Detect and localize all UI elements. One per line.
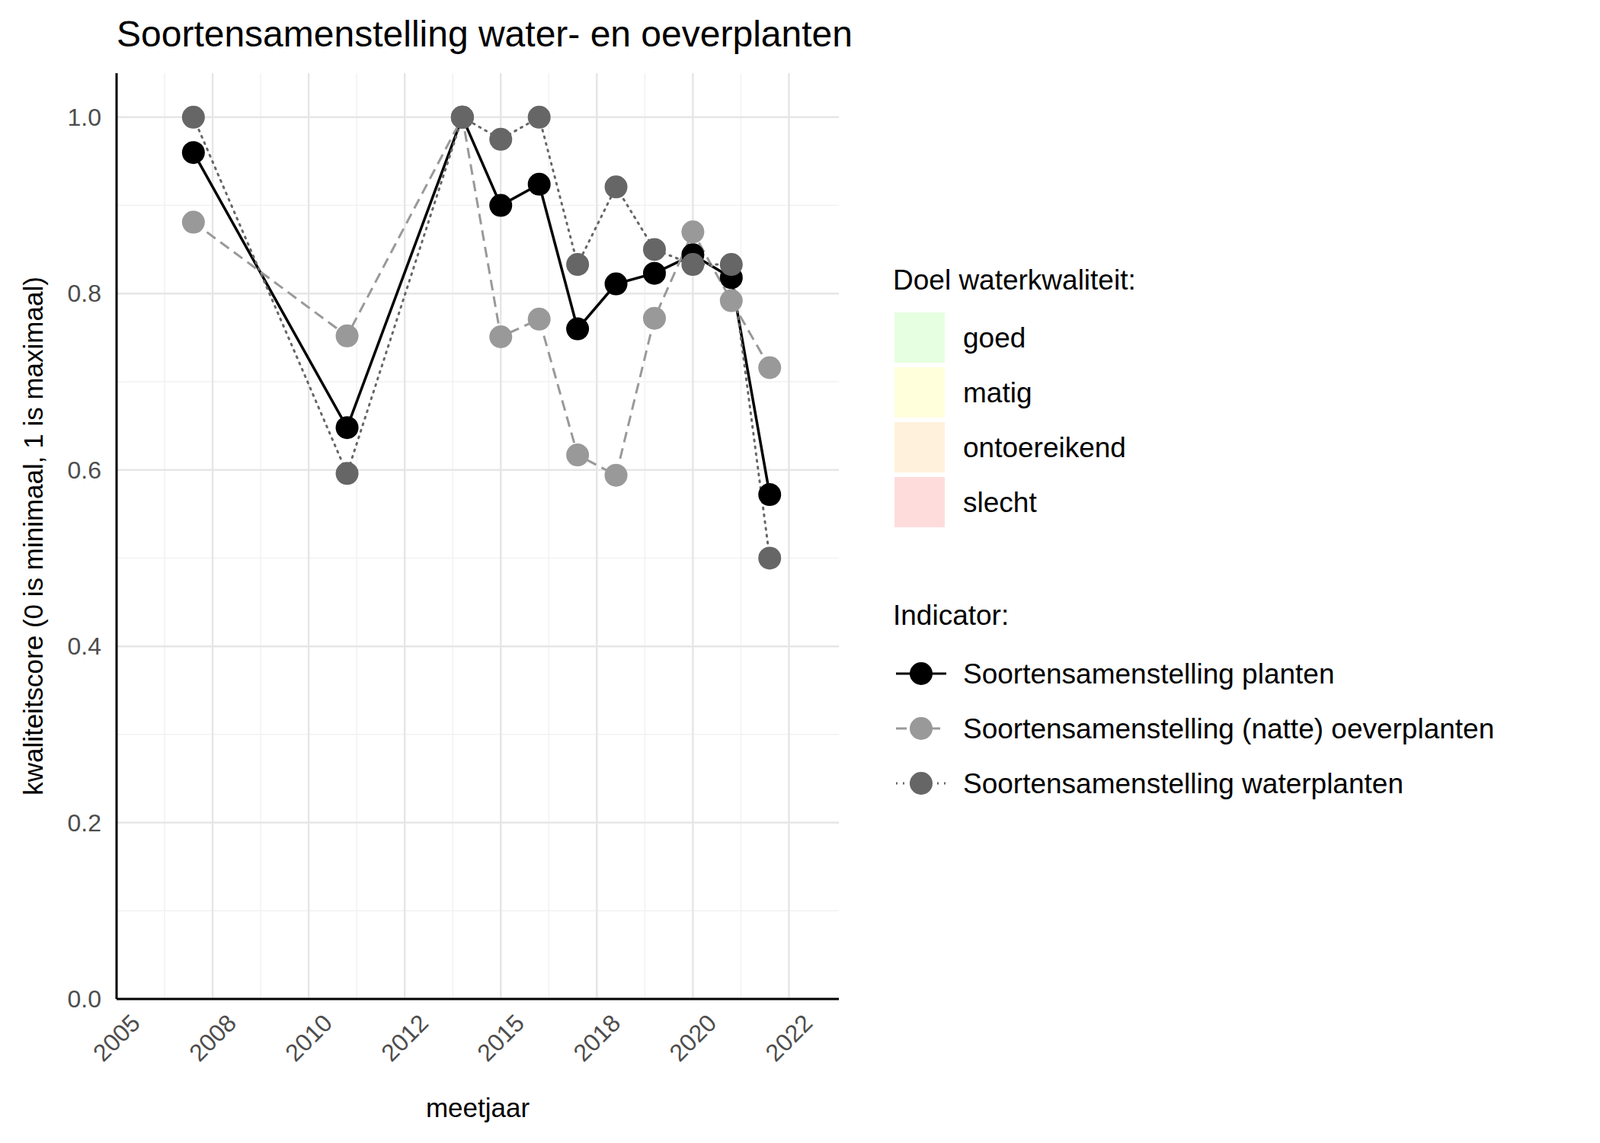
data-point bbox=[489, 128, 512, 151]
x-axis-title: meetjaar bbox=[425, 1092, 531, 1123]
x-tick-label: 2018 bbox=[567, 1008, 626, 1067]
legend-label: Soortensamenstelling (natte) oeverplante… bbox=[963, 713, 1495, 745]
legend-label: Soortensamenstelling waterplanten bbox=[963, 768, 1404, 800]
data-point bbox=[604, 464, 628, 487]
data-point bbox=[604, 175, 628, 199]
data-point bbox=[182, 140, 205, 164]
y-tick-label: 1.0 bbox=[67, 103, 102, 132]
grid-line bbox=[787, 73, 791, 999]
data-point bbox=[720, 252, 743, 276]
x-tick-label: 2020 bbox=[663, 1008, 722, 1067]
data-point bbox=[643, 307, 666, 330]
data-point bbox=[182, 105, 205, 129]
minor-grid-line bbox=[116, 557, 839, 560]
grid-line bbox=[116, 116, 839, 119]
legend-label: slecht bbox=[963, 486, 1037, 519]
grid-line bbox=[116, 468, 839, 471]
legend-swatch bbox=[894, 476, 945, 528]
grid-line bbox=[211, 73, 215, 999]
minor-grid-line bbox=[259, 73, 262, 999]
minor-grid-line bbox=[740, 73, 743, 999]
minor-grid-line bbox=[548, 73, 551, 999]
x-tick-label: 2010 bbox=[279, 1008, 338, 1067]
data-group bbox=[182, 105, 781, 570]
data-point bbox=[758, 483, 781, 506]
data-point bbox=[451, 105, 474, 129]
data-point bbox=[336, 416, 359, 439]
grid-line bbox=[403, 73, 407, 999]
legend-swatch bbox=[894, 367, 945, 418]
data-point bbox=[451, 105, 474, 129]
y-tick-label: 0.6 bbox=[67, 456, 102, 484]
y-tick-label: 0.0 bbox=[67, 985, 102, 1013]
legend-title: Indicator: bbox=[892, 599, 1009, 631]
minor-grid-line bbox=[451, 73, 454, 999]
grid-line bbox=[116, 821, 839, 824]
data-point bbox=[566, 317, 589, 341]
grid-line bbox=[595, 73, 599, 999]
data-point bbox=[451, 105, 474, 129]
data-point bbox=[758, 546, 781, 570]
series-line bbox=[193, 117, 770, 495]
data-point bbox=[182, 211, 205, 234]
minor-grid-line bbox=[116, 910, 839, 912]
x-tick-label: 2012 bbox=[375, 1008, 434, 1067]
legend-swatch bbox=[894, 422, 945, 473]
legend-marker bbox=[909, 771, 933, 795]
x-tick-label: 2008 bbox=[183, 1008, 242, 1067]
data-point bbox=[489, 194, 512, 218]
y-tick-label: 0.4 bbox=[67, 632, 102, 660]
data-point bbox=[681, 220, 704, 244]
data-point bbox=[643, 237, 666, 261]
legend-label: goed bbox=[963, 322, 1026, 354]
data-point bbox=[643, 262, 666, 285]
grid-line bbox=[116, 998, 839, 1001]
data-point bbox=[336, 324, 359, 348]
y-tick-label: 0.8 bbox=[67, 279, 102, 308]
minor-grid-line bbox=[355, 73, 358, 999]
legend-swatch bbox=[894, 312, 945, 363]
minor-grid-line bbox=[163, 73, 166, 999]
x-tick-label: 2015 bbox=[471, 1008, 530, 1067]
grid bbox=[116, 73, 839, 999]
grid-line bbox=[116, 645, 839, 648]
data-point bbox=[528, 307, 551, 331]
x-axis-line bbox=[116, 998, 839, 1001]
grid-line bbox=[691, 73, 695, 999]
y-axis-line bbox=[115, 73, 119, 999]
minor-grid-line bbox=[644, 73, 647, 999]
data-point bbox=[528, 105, 551, 129]
chart: 0.0 0.2 0.4 0.6 0.8 1.0 2005 2008 2010 2012 2015 20… bbox=[0, 0, 1600, 1143]
x-tick-label: 2022 bbox=[760, 1008, 819, 1067]
y-tick-label: 0.2 bbox=[67, 809, 102, 837]
legend-marker bbox=[909, 716, 933, 740]
data-point bbox=[566, 443, 589, 467]
data-point bbox=[681, 252, 704, 276]
series-line bbox=[193, 117, 770, 559]
minor-grid-line bbox=[116, 733, 839, 736]
legend-marker bbox=[909, 662, 933, 685]
grid-line bbox=[307, 73, 311, 999]
minor-grid-line bbox=[116, 380, 839, 383]
grid-line bbox=[115, 73, 119, 999]
data-point bbox=[528, 172, 551, 196]
chart-title: Soortensamenstelling water- en oeverplan… bbox=[116, 13, 853, 55]
y-axis-title: kwaliteitscore (0 is minimaal, 1 is maxi… bbox=[18, 276, 48, 796]
x-tick-label: 2005 bbox=[87, 1008, 146, 1067]
data-point bbox=[758, 355, 781, 379]
legend-label: matig bbox=[963, 377, 1032, 409]
legend-title: Doel waterkwaliteit: bbox=[892, 264, 1136, 296]
data-point bbox=[566, 252, 589, 276]
series-line bbox=[193, 117, 770, 476]
legend-label: Soortensamenstelling planten bbox=[963, 658, 1335, 690]
legend-label: ontoereikend bbox=[963, 432, 1127, 464]
data-point bbox=[720, 289, 743, 313]
data-point bbox=[604, 272, 628, 296]
data-point bbox=[336, 461, 359, 485]
data-point bbox=[489, 325, 512, 349]
